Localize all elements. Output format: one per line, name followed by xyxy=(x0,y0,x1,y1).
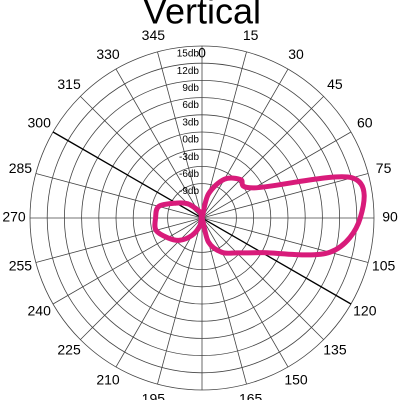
r-tick-label: 6db xyxy=(182,100,199,111)
angle-label: 30 xyxy=(288,46,304,62)
grid-spoke xyxy=(201,217,369,263)
r-tick-label: 15db xyxy=(177,49,200,60)
angle-label: 255 xyxy=(9,257,33,273)
grid-spoke xyxy=(201,173,369,219)
grid-spoke xyxy=(80,96,203,219)
angle-label: 0 xyxy=(198,45,206,61)
r-tick-label: 0db xyxy=(182,135,199,146)
grid-spoke xyxy=(201,131,352,219)
angle-label: 240 xyxy=(28,303,52,319)
angle-label: 75 xyxy=(376,160,392,176)
grid-spoke xyxy=(35,173,203,219)
r-tick-label: -6db xyxy=(179,169,199,180)
grid-spoke xyxy=(201,217,324,340)
angle-label: 60 xyxy=(357,115,373,131)
angle-label: 45 xyxy=(327,76,343,92)
angle-label: 195 xyxy=(142,390,166,400)
grid-spoke xyxy=(80,217,203,340)
angle-label: 270 xyxy=(2,209,26,225)
angle-label: 210 xyxy=(96,372,120,388)
angle-label: 105 xyxy=(372,257,396,273)
chart-title: Vertical xyxy=(143,0,261,32)
grid-spoke xyxy=(52,217,203,305)
r-tick-label: 3db xyxy=(182,117,199,128)
angle-label: 120 xyxy=(353,303,377,319)
r-tick-label: 9db xyxy=(182,83,199,94)
angle-label: 330 xyxy=(96,46,120,62)
angle-label: 165 xyxy=(239,390,263,400)
angle-label: 180 xyxy=(190,397,214,400)
grid-spoke xyxy=(115,217,203,368)
grid-spoke xyxy=(115,68,203,219)
r-tick-label: -3db xyxy=(179,152,199,163)
grid-spoke xyxy=(157,51,203,219)
angle-label: 345 xyxy=(142,27,166,43)
pattern-line xyxy=(152,174,367,258)
grid-spoke xyxy=(201,68,289,219)
angle-label: 90 xyxy=(382,209,398,225)
r-tick-label: 12db xyxy=(177,66,200,77)
grid-spoke xyxy=(157,217,203,385)
grid-spoke xyxy=(35,217,203,263)
angle-label: 15 xyxy=(243,27,259,43)
angle-label: 285 xyxy=(9,160,33,176)
angle-label: 300 xyxy=(28,115,52,131)
grid-spoke xyxy=(201,217,289,368)
angle-label: 135 xyxy=(323,342,347,358)
angle-label: 150 xyxy=(284,372,308,388)
angle-label: 225 xyxy=(57,342,81,358)
grid-spoke xyxy=(201,96,324,219)
angle-label: 315 xyxy=(57,76,81,92)
r-tick-label: -9db xyxy=(179,186,199,197)
